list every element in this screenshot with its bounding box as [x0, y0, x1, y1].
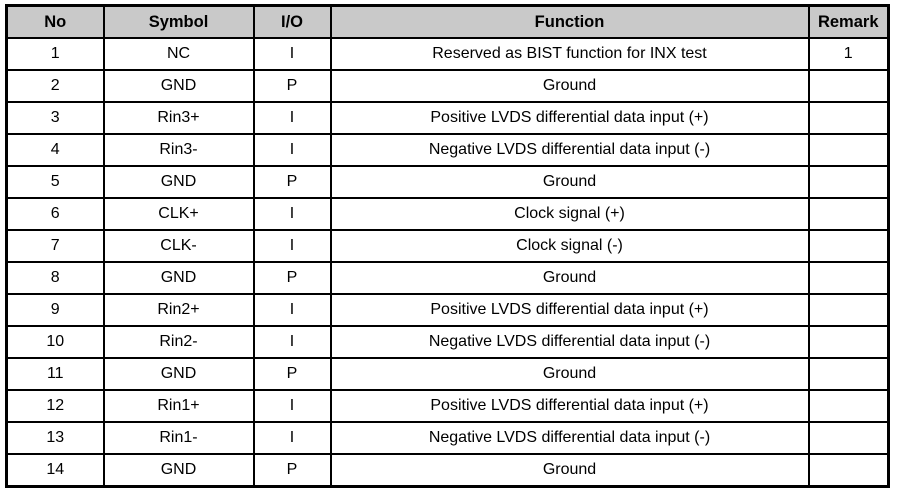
- table-row: 13 Rin1- I Negative LVDS differential da…: [5, 421, 890, 455]
- cell-symbol: GND: [102, 453, 255, 488]
- cell-symbol: CLK-: [102, 229, 255, 263]
- cell-no: 11: [5, 357, 105, 391]
- cell-io: I: [252, 37, 332, 71]
- cell-remark: [807, 69, 890, 103]
- pin-description-table: No Symbol I/O Function Remark 1 NC I Res…: [5, 4, 890, 488]
- cell-remark: 1: [807, 37, 890, 71]
- cell-symbol: Rin3+: [102, 101, 255, 135]
- cell-symbol: CLK+: [102, 197, 255, 231]
- table-body: 1 NC I Reserved as BIST function for INX…: [5, 37, 890, 488]
- cell-io: I: [252, 325, 332, 359]
- table-row: 5 GND P Ground: [5, 165, 890, 199]
- cell-function: Positive LVDS differential data input (+…: [329, 389, 810, 423]
- cell-no: 8: [5, 261, 105, 295]
- cell-no: 5: [5, 165, 105, 199]
- cell-function: Ground: [329, 453, 810, 488]
- table-row: 7 CLK- I Clock signal (-): [5, 229, 890, 263]
- header-row: No Symbol I/O Function Remark: [5, 4, 890, 39]
- header-io: I/O: [252, 4, 332, 39]
- cell-function: Clock signal (+): [329, 197, 810, 231]
- table-row: 12 Rin1+ I Positive LVDS differential da…: [5, 389, 890, 423]
- cell-io: I: [252, 101, 332, 135]
- cell-io: P: [252, 261, 332, 295]
- cell-no: 6: [5, 197, 105, 231]
- cell-io: P: [252, 453, 332, 488]
- header-remark: Remark: [807, 4, 890, 39]
- cell-remark: [807, 165, 890, 199]
- table-row: 10 Rin2- I Negative LVDS differential da…: [5, 325, 890, 359]
- table-row: 14 GND P Ground: [5, 453, 890, 488]
- table-row: 6 CLK+ I Clock signal (+): [5, 197, 890, 231]
- header-no: No: [5, 4, 105, 39]
- cell-function: Reserved as BIST function for INX test: [329, 37, 810, 71]
- cell-function: Negative LVDS differential data input (-…: [329, 133, 810, 167]
- cell-symbol: Rin3-: [102, 133, 255, 167]
- cell-io: I: [252, 421, 332, 455]
- table-row: 3 Rin3+ I Positive LVDS differential dat…: [5, 101, 890, 135]
- table-row: 11 GND P Ground: [5, 357, 890, 391]
- cell-no: 1: [5, 37, 105, 71]
- cell-remark: [807, 421, 890, 455]
- cell-symbol: Rin2-: [102, 325, 255, 359]
- cell-symbol: GND: [102, 69, 255, 103]
- cell-function: Negative LVDS differential data input (-…: [329, 325, 810, 359]
- cell-symbol: GND: [102, 165, 255, 199]
- cell-function: Positive LVDS differential data input (+…: [329, 293, 810, 327]
- cell-remark: [807, 133, 890, 167]
- cell-io: I: [252, 197, 332, 231]
- cell-symbol: Rin2+: [102, 293, 255, 327]
- cell-no: 4: [5, 133, 105, 167]
- cell-io: I: [252, 293, 332, 327]
- cell-function: Ground: [329, 165, 810, 199]
- cell-symbol: Rin1+: [102, 389, 255, 423]
- table-row: 4 Rin3- I Negative LVDS differential dat…: [5, 133, 890, 167]
- cell-remark: [807, 293, 890, 327]
- cell-remark: [807, 101, 890, 135]
- cell-remark: [807, 197, 890, 231]
- table-row: 1 NC I Reserved as BIST function for INX…: [5, 37, 890, 71]
- header-function: Function: [329, 4, 810, 39]
- cell-remark: [807, 453, 890, 488]
- cell-remark: [807, 389, 890, 423]
- cell-no: 13: [5, 421, 105, 455]
- cell-no: 14: [5, 453, 105, 488]
- cell-no: 3: [5, 101, 105, 135]
- cell-symbol: Rin1-: [102, 421, 255, 455]
- cell-no: 2: [5, 69, 105, 103]
- cell-function: Negative LVDS differential data input (-…: [329, 421, 810, 455]
- cell-function: Positive LVDS differential data input (+…: [329, 101, 810, 135]
- cell-no: 9: [5, 293, 105, 327]
- cell-symbol: GND: [102, 261, 255, 295]
- cell-io: I: [252, 133, 332, 167]
- cell-io: I: [252, 229, 332, 263]
- header-symbol: Symbol: [102, 4, 255, 39]
- cell-function: Ground: [329, 357, 810, 391]
- table-row: 9 Rin2+ I Positive LVDS differential dat…: [5, 293, 890, 327]
- cell-remark: [807, 261, 890, 295]
- cell-remark: [807, 357, 890, 391]
- cell-no: 10: [5, 325, 105, 359]
- cell-io: P: [252, 357, 332, 391]
- table-header: No Symbol I/O Function Remark: [5, 4, 890, 39]
- cell-function: Ground: [329, 69, 810, 103]
- cell-io: P: [252, 69, 332, 103]
- cell-io: P: [252, 165, 332, 199]
- cell-symbol: NC: [102, 37, 255, 71]
- cell-function: Ground: [329, 261, 810, 295]
- cell-function: Clock signal (-): [329, 229, 810, 263]
- cell-remark: [807, 325, 890, 359]
- cell-symbol: GND: [102, 357, 255, 391]
- cell-no: 7: [5, 229, 105, 263]
- cell-no: 12: [5, 389, 105, 423]
- cell-remark: [807, 229, 890, 263]
- cell-io: I: [252, 389, 332, 423]
- table-row: 8 GND P Ground: [5, 261, 890, 295]
- table-row: 2 GND P Ground: [5, 69, 890, 103]
